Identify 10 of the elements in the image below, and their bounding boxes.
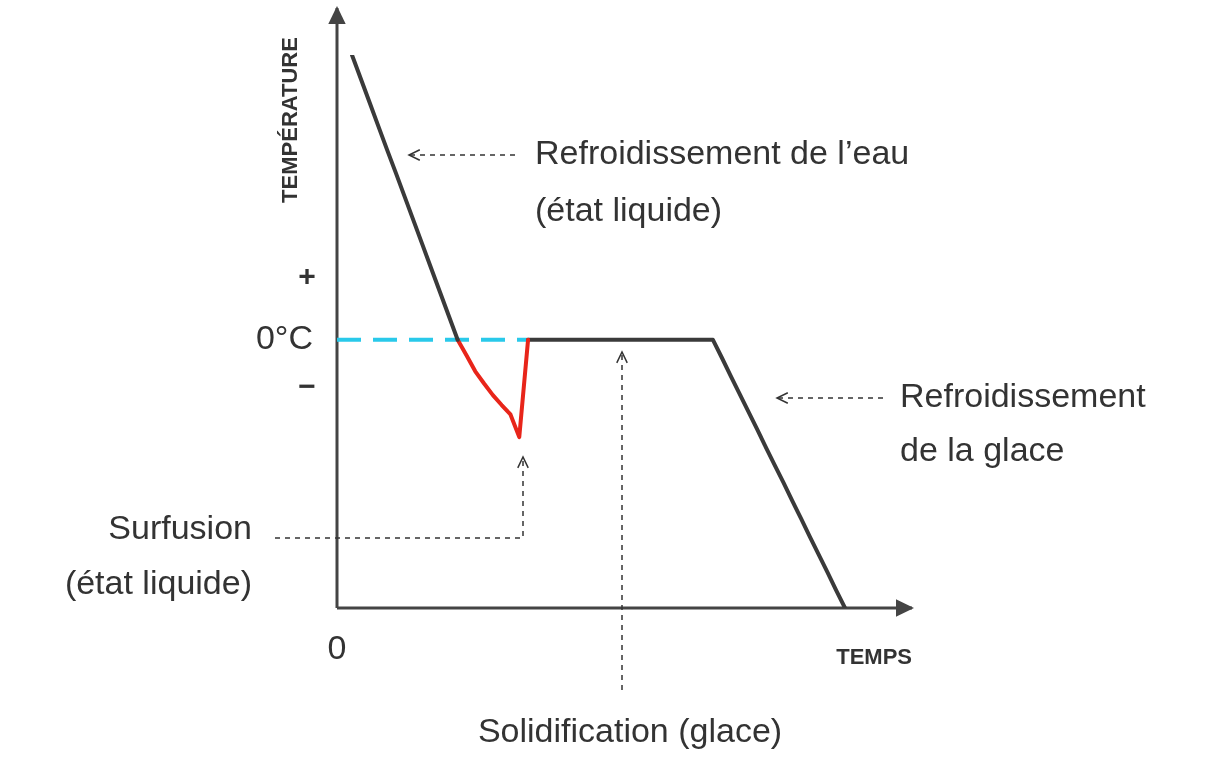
text: − — [298, 369, 316, 403]
text: Refroidissement de la glace — [900, 376, 1147, 469]
x-axis-title: TEMPS — [836, 644, 912, 670]
text: + — [298, 259, 316, 293]
y-axis-title: TEMPÉRATURE — [277, 37, 303, 203]
ref-line-label: 0°C — [255, 318, 313, 357]
text: Surfusion (état liquide) — [64, 508, 252, 602]
text: 0 — [327, 628, 347, 667]
annotation: Refroidissement de l’eau (état liquide) — [535, 133, 910, 229]
text: Solidification (glace) — [477, 711, 783, 750]
